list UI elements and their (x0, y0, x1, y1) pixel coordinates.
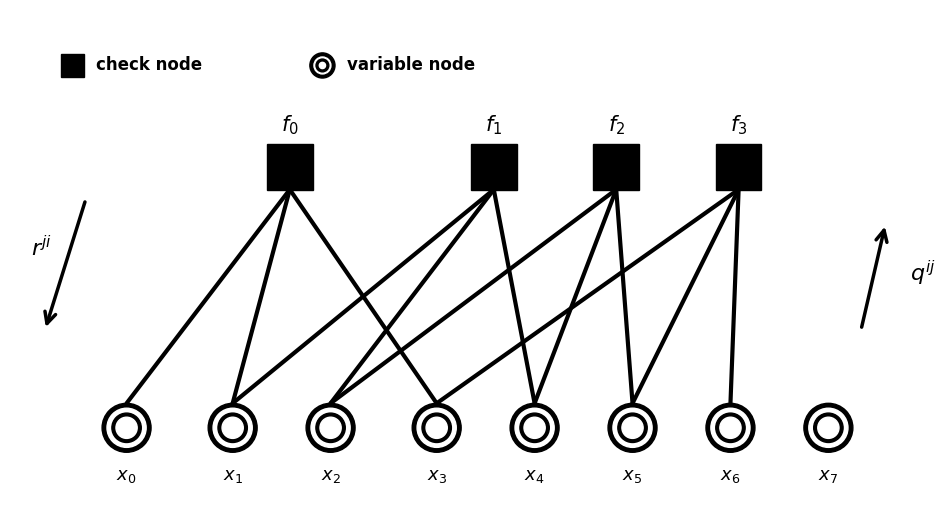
Circle shape (613, 408, 652, 448)
Bar (594, 144, 639, 190)
Circle shape (608, 403, 657, 452)
Circle shape (813, 413, 843, 442)
Circle shape (617, 413, 647, 442)
Circle shape (310, 53, 335, 78)
Text: check node: check node (97, 56, 203, 75)
Bar (267, 144, 313, 190)
Text: variable node: variable node (348, 56, 475, 75)
Text: $f_1$: $f_1$ (485, 114, 503, 137)
Text: $x_1$: $x_1$ (223, 467, 242, 485)
Circle shape (422, 413, 452, 442)
Bar (716, 144, 761, 190)
Circle shape (412, 403, 461, 452)
Text: $f_2$: $f_2$ (608, 114, 625, 137)
Text: $f_3$: $f_3$ (730, 114, 747, 137)
Circle shape (706, 403, 755, 452)
Circle shape (222, 417, 243, 438)
Text: $x_4$: $x_4$ (525, 467, 545, 485)
Circle shape (316, 413, 346, 442)
Text: $f_0$: $f_0$ (281, 114, 298, 137)
Circle shape (314, 57, 331, 74)
Circle shape (116, 417, 137, 438)
Circle shape (716, 413, 745, 442)
Text: $x_7$: $x_7$ (818, 467, 838, 485)
Circle shape (524, 417, 545, 438)
Circle shape (107, 408, 146, 448)
Circle shape (102, 403, 152, 452)
Circle shape (417, 408, 456, 448)
Text: $r^{ji}$: $r^{ji}$ (30, 236, 51, 262)
Circle shape (426, 417, 447, 438)
Text: $x_5$: $x_5$ (622, 467, 643, 485)
Bar (62, 54, 84, 77)
Circle shape (818, 417, 839, 438)
Circle shape (804, 403, 853, 452)
Text: $x_3$: $x_3$ (427, 467, 447, 485)
Text: $x_6$: $x_6$ (721, 467, 741, 485)
Circle shape (520, 413, 549, 442)
Circle shape (218, 413, 247, 442)
Circle shape (515, 408, 554, 448)
Circle shape (112, 413, 141, 442)
Circle shape (809, 408, 848, 448)
Circle shape (622, 417, 643, 438)
Circle shape (320, 417, 341, 438)
Circle shape (510, 403, 559, 452)
Text: $x_2$: $x_2$ (321, 467, 341, 485)
Bar (471, 144, 517, 190)
Circle shape (720, 417, 742, 438)
Text: $q^{ij}$: $q^{ij}$ (910, 258, 936, 288)
Circle shape (213, 408, 252, 448)
Circle shape (306, 403, 355, 452)
Circle shape (311, 408, 350, 448)
Circle shape (711, 408, 750, 448)
Circle shape (319, 63, 326, 69)
Circle shape (208, 403, 258, 452)
Circle shape (316, 59, 329, 72)
Text: $x_0$: $x_0$ (116, 467, 136, 485)
